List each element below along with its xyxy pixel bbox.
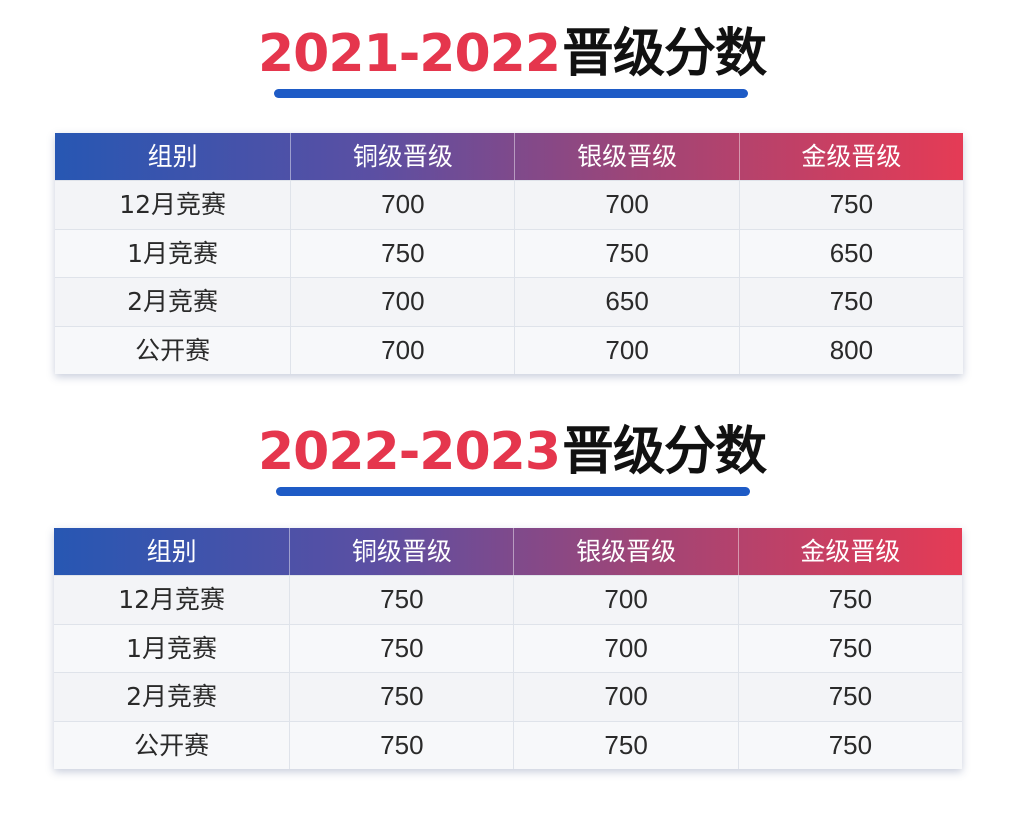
cell-group: 2月竞赛 [54, 673, 291, 721]
cell-bronze: 750 [290, 673, 515, 721]
table-header: 组别 铜级晋级 银级晋级 金级晋级 [54, 528, 962, 575]
score-table: 组别 铜级晋级 银级晋级 金级晋级 12月竞赛 750 700 750 1月竞赛… [54, 528, 962, 769]
cell-gold: 750 [828, 632, 873, 663]
title-underline [276, 487, 750, 496]
table-row: 公开赛 700 700 800 [55, 325, 963, 374]
cell-bronze: 750 [290, 624, 515, 672]
cell-bronze: 700 [291, 278, 516, 326]
table-row: 2月竞赛 700 650 750 [55, 277, 963, 326]
header-bronze: 铜级晋级 [291, 133, 516, 180]
cell-bronze: 750 [291, 229, 516, 277]
section-title: 2021-2022晋级分数 [0, 22, 1024, 86]
title-underline [274, 89, 748, 98]
cell-silver: 750 [515, 229, 740, 277]
title-year: 2021-2022 [257, 24, 561, 84]
cell-bronze: 750 [290, 576, 515, 624]
cell-group: 公开赛 [54, 721, 291, 769]
cell-group: 12月竞赛 [55, 181, 292, 229]
cell-gold: 800 [829, 334, 874, 365]
cell-silver: 750 [514, 721, 739, 769]
title-label: 晋级分数 [562, 422, 767, 482]
cell-gold: 750 [828, 584, 873, 614]
cell-gold: 750 [829, 189, 874, 219]
cell-group: 1月竞赛 [54, 624, 291, 672]
section-title: 2022-2023晋级分数 [0, 420, 1024, 484]
cell-gold: 750 [828, 729, 873, 760]
header-group: 组别 [55, 133, 292, 180]
header-gold: 金级晋级 [800, 537, 901, 566]
cell-silver: 700 [515, 181, 740, 229]
cell-bronze: 700 [291, 181, 516, 229]
cell-silver: 700 [514, 576, 739, 624]
cell-gold: 750 [829, 286, 874, 316]
header-silver: 银级晋级 [515, 133, 740, 180]
table-row: 1月竞赛 750 750 650 [55, 228, 963, 277]
header-group: 组别 [54, 528, 291, 575]
cell-silver: 700 [514, 624, 739, 672]
score-table: 组别 铜级晋级 银级晋级 金级晋级 12月竞赛 700 700 750 1月竞赛… [55, 133, 963, 374]
header-silver: 银级晋级 [514, 528, 739, 575]
cell-gold: 750 [828, 681, 873, 711]
table-row: 12月竞赛 700 700 750 [55, 180, 963, 229]
table-row: 2月竞赛 750 700 750 [54, 672, 962, 721]
cell-bronze: 750 [290, 721, 515, 769]
table-header: 组别 铜级晋级 银级晋级 金级晋级 [55, 133, 963, 180]
table-row: 公开赛 750 750 750 [54, 720, 962, 769]
cell-silver: 650 [515, 278, 740, 326]
cell-group: 公开赛 [55, 326, 292, 374]
cell-group: 12月竞赛 [54, 576, 291, 624]
title-label: 晋级分数 [562, 24, 767, 84]
cell-silver: 700 [515, 326, 740, 374]
cell-gold: 650 [829, 237, 874, 268]
table-row: 12月竞赛 750 700 750 [54, 575, 962, 624]
header-bronze: 铜级晋级 [290, 528, 515, 575]
table-row: 1月竞赛 750 700 750 [54, 623, 962, 672]
cell-group: 1月竞赛 [55, 229, 292, 277]
header-gold: 金级晋级 [801, 142, 902, 171]
cell-bronze: 700 [291, 326, 516, 374]
cell-group: 2月竞赛 [55, 278, 292, 326]
cell-silver: 700 [514, 673, 739, 721]
title-year: 2022-2023 [257, 422, 561, 482]
